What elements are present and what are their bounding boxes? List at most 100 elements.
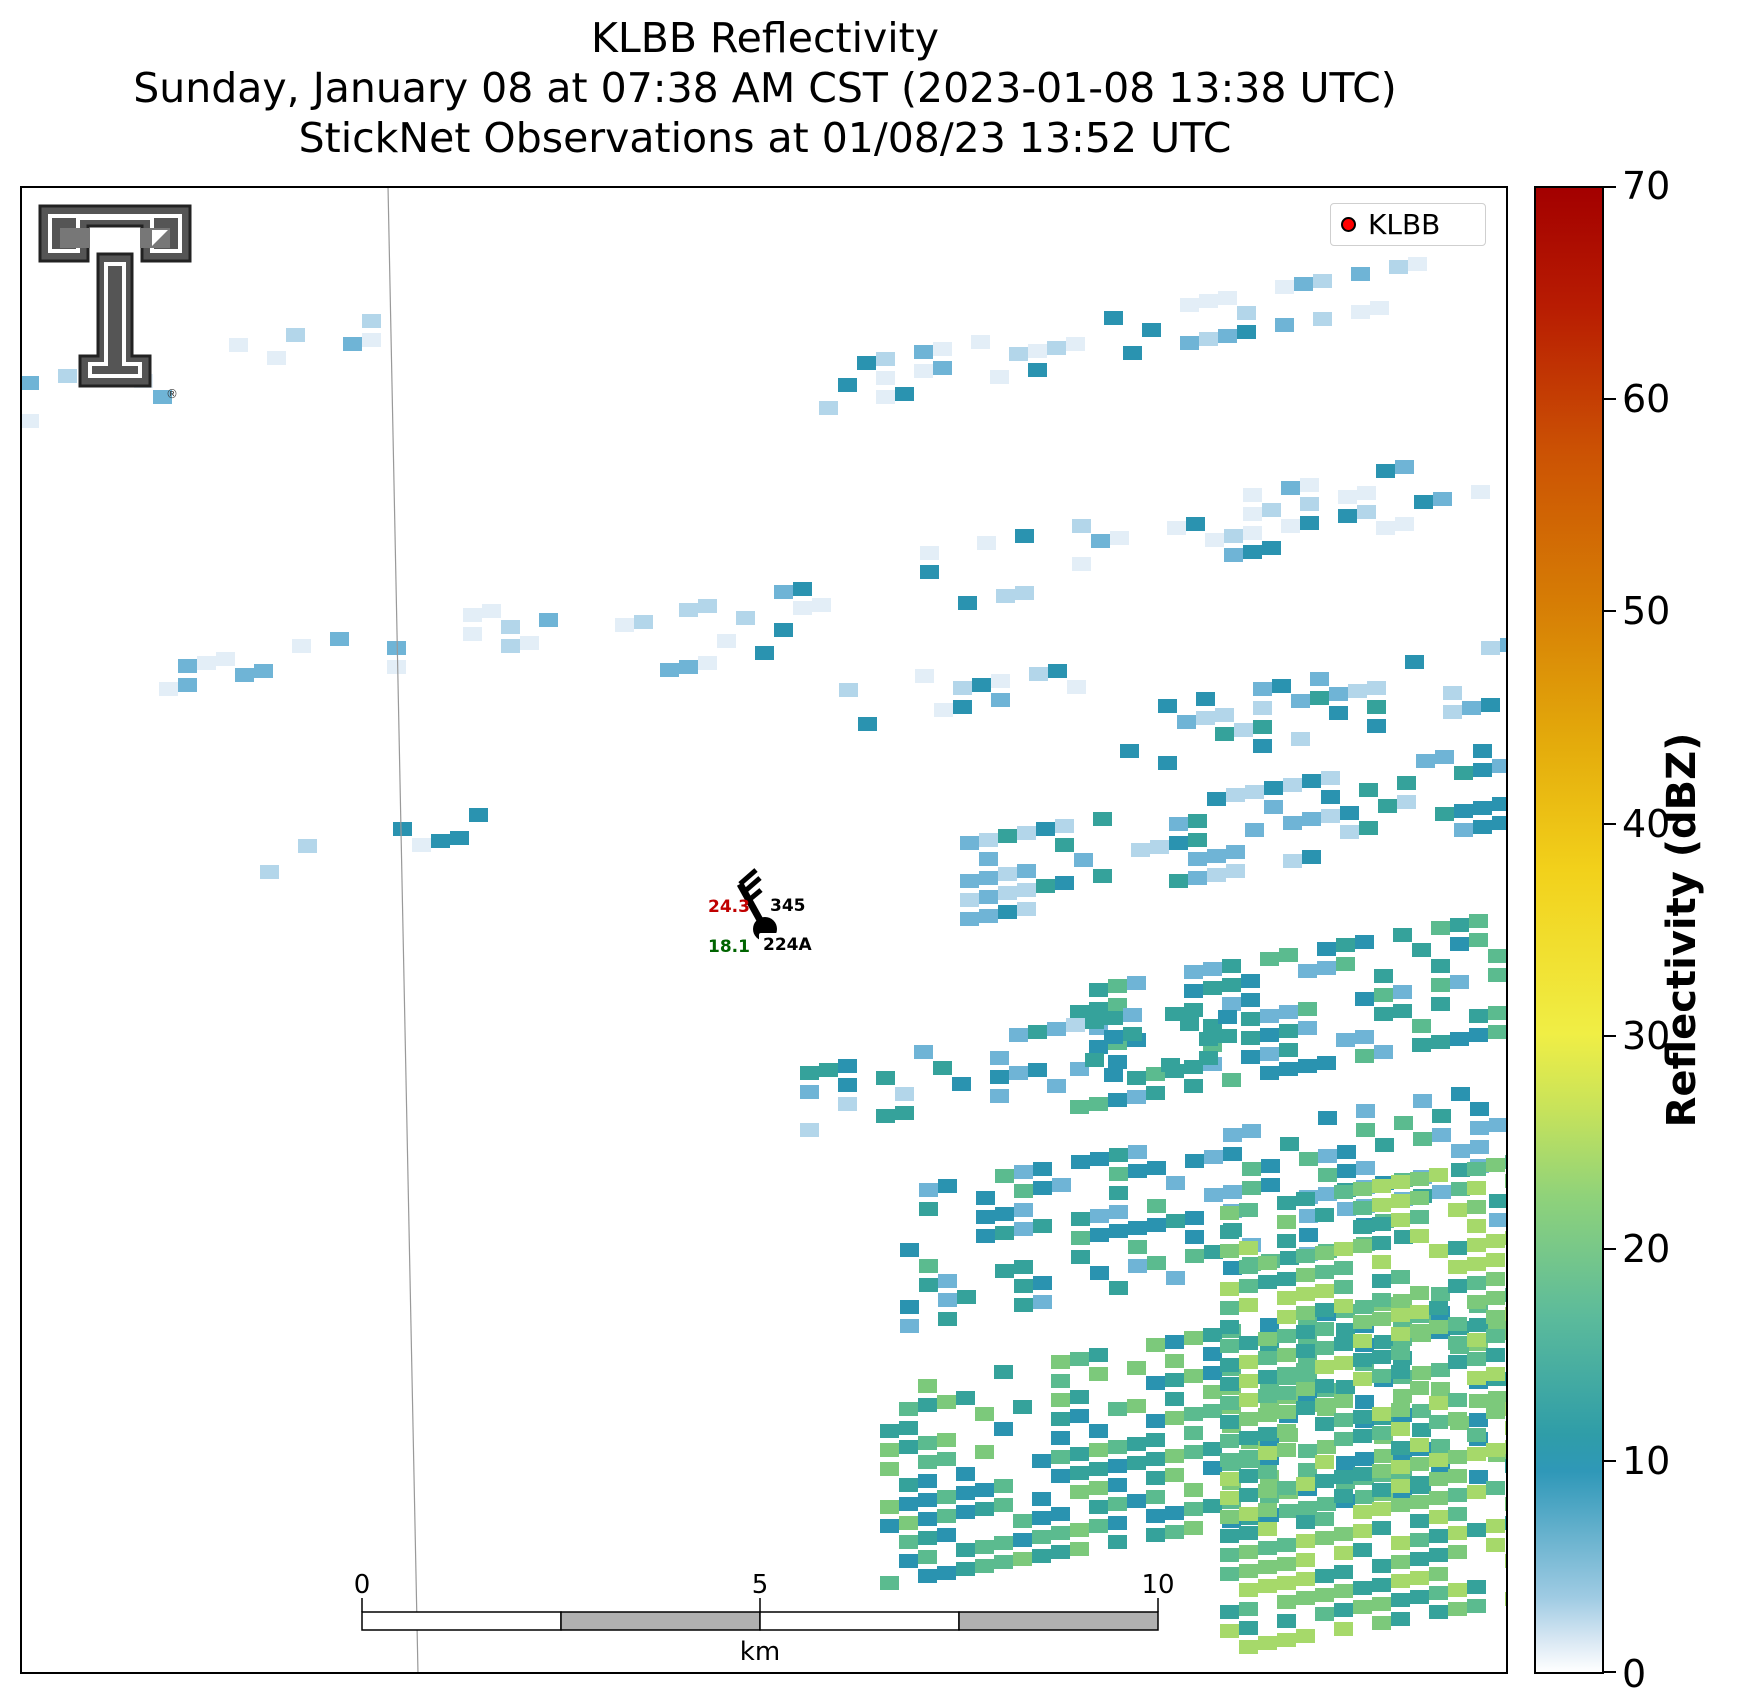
echo-pixel <box>1372 1274 1391 1288</box>
echo-pixel <box>1109 1167 1128 1181</box>
echo-pixel <box>1443 705 1462 719</box>
echo-pixel <box>994 1365 1013 1379</box>
echo-pixel <box>153 390 172 404</box>
echo-pixel <box>1429 1244 1448 1258</box>
echo-pixel <box>960 912 979 926</box>
echo-pixel <box>918 1436 937 1450</box>
echo-pixel <box>1393 928 1412 942</box>
echo-pixel <box>1226 864 1245 878</box>
echo-pixel <box>501 639 520 653</box>
echo-pixel <box>159 682 178 696</box>
echo-pixel <box>1203 1404 1222 1418</box>
echo-pixel <box>1014 1298 1033 1312</box>
echo-pixel <box>876 1109 895 1123</box>
echo-pixel <box>1486 1253 1505 1267</box>
echo-pixel <box>995 1226 1014 1240</box>
map-legend: KLBB <box>1330 203 1486 246</box>
echo-pixel <box>1412 1038 1431 1052</box>
echo-pixel <box>1296 1572 1315 1586</box>
echo-pixel <box>1239 1374 1258 1388</box>
echo-pixel <box>1260 1066 1279 1080</box>
echo-pixel <box>1296 1515 1315 1529</box>
echo-pixel <box>1128 1240 1147 1254</box>
echo-pixel <box>1315 1208 1334 1222</box>
echo-pixel <box>1089 1462 1108 1476</box>
echo-pixel <box>1071 1155 1090 1169</box>
echo-pixel <box>1334 1527 1353 1541</box>
echo-pixel <box>1334 1432 1353 1446</box>
echo-pixel <box>915 669 934 683</box>
echo-pixel <box>1199 1032 1218 1046</box>
colorbar-tick <box>1604 1035 1616 1038</box>
echo-pixel <box>1239 1602 1258 1616</box>
echo-pixel <box>1372 1350 1391 1364</box>
echo-pixel <box>1242 1124 1261 1138</box>
echo-pixel <box>1253 701 1272 715</box>
echo-pixel <box>1123 1008 1142 1022</box>
echo-pixel <box>1090 1266 1109 1280</box>
echo-pixel <box>1448 1412 1467 1426</box>
echo-pixel <box>1372 1426 1391 1440</box>
echo-pixel <box>1013 1514 1032 1528</box>
echo-pixel <box>1429 1396 1448 1410</box>
sticknet-station-plot: 24.3 345 18.1 224A <box>708 868 821 957</box>
echo-pixel <box>918 1398 937 1412</box>
echo-pixel <box>1165 1007 1184 1021</box>
echo-pixel <box>1239 1298 1258 1312</box>
echo-pixel <box>1298 1463 1317 1477</box>
echo-pixel <box>1109 1148 1128 1162</box>
echo-pixel <box>900 1319 919 1333</box>
echo-pixel <box>1375 1138 1394 1152</box>
echo-pixel <box>793 601 812 615</box>
echo-pixel <box>990 370 1009 384</box>
echo-pixel <box>1334 1261 1353 1275</box>
echo-pixel <box>1412 943 1431 957</box>
echo-pixel <box>1391 1365 1410 1379</box>
echo-pixel <box>1161 1058 1180 1072</box>
echo-pixel <box>679 603 698 617</box>
echo-pixel <box>1337 1164 1356 1178</box>
echo-pixel <box>1279 1024 1298 1038</box>
echo-pixel <box>1334 1413 1353 1427</box>
echo-pixel <box>1203 1019 1222 1033</box>
echo-pixel <box>1028 1025 1047 1039</box>
echo-pixel <box>1489 1118 1508 1132</box>
echo-pixel <box>1220 1510 1239 1524</box>
radar-map: ® 24.3 345 18.1 224A <box>20 186 1508 1674</box>
echo-pixel <box>463 608 482 622</box>
echo-pixel <box>1199 294 1218 308</box>
echo-pixel <box>1334 1337 1353 1351</box>
colorbar-tick-label: 10 <box>1622 1439 1671 1484</box>
echo-pixel <box>1203 1366 1222 1380</box>
echo-pixel <box>482 604 501 618</box>
echo-pixel <box>1410 1210 1429 1224</box>
echo-pixel <box>1033 1162 1052 1176</box>
echo-pixel <box>292 639 311 653</box>
echo-pixel <box>937 1490 956 1504</box>
echo-pixel <box>937 1528 956 1542</box>
echo-pixel <box>1473 820 1492 834</box>
colorbar-tick-label: 60 <box>1622 376 1671 421</box>
echo-pixel <box>895 1106 914 1120</box>
wind-barb-flag-2 <box>742 876 762 894</box>
echo-pixel <box>979 890 998 904</box>
wind-barb-flag-3 <box>747 888 763 902</box>
echo-pixel <box>1291 732 1310 746</box>
echo-pixel <box>1184 1003 1203 1017</box>
scale-tick-0: 0 <box>354 1570 371 1600</box>
echo-pixel <box>1108 1459 1127 1473</box>
echo-pixel <box>956 1391 975 1405</box>
echo-pixel <box>1239 1564 1258 1578</box>
echo-pixel <box>1486 1405 1505 1419</box>
echo-pixel <box>1317 942 1336 956</box>
echo-pixel <box>1443 686 1462 700</box>
echo-pixel <box>1467 1257 1486 1271</box>
echo-pixel <box>1448 1355 1467 1369</box>
colorbar-gradient <box>1534 186 1604 1674</box>
echo-pixel <box>1450 937 1469 951</box>
echo-pixel <box>1410 1590 1429 1604</box>
echo-pixel <box>1470 1140 1489 1154</box>
echo-pixel <box>1184 1426 1203 1440</box>
echo-pixel <box>1296 1268 1315 1282</box>
echo-pixel <box>1074 853 1093 867</box>
